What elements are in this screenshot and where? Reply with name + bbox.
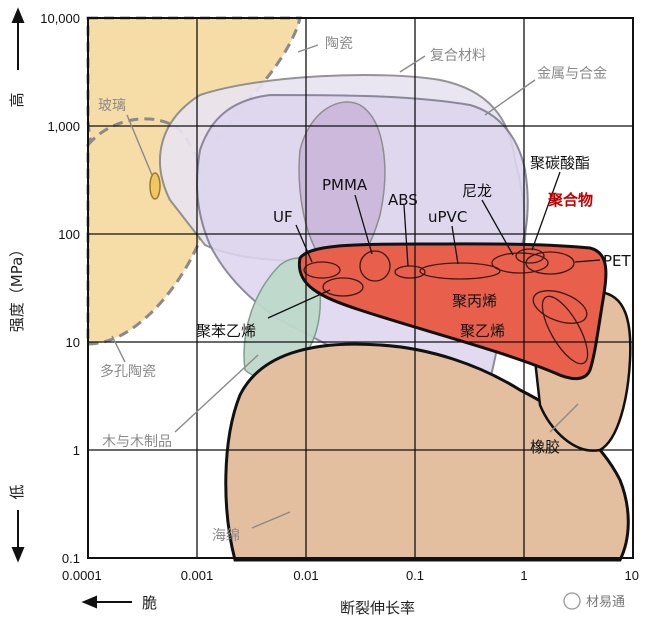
leader-pmma: [354, 194, 373, 255]
label-wood: 木与木制品: [102, 434, 172, 450]
label-pet: PET: [603, 252, 632, 270]
label-rubber: 橡胶: [530, 438, 560, 456]
region-foams: [224, 342, 630, 562]
y-axis-label: 强度（MPa）: [8, 242, 26, 333]
leader-metals: [484, 79, 536, 116]
leader-abs: [403, 204, 409, 267]
label-polyethylene: 聚乙烯: [460, 322, 505, 340]
leader-wood: [174, 354, 259, 433]
y-tick-label: 1,000: [47, 119, 80, 134]
leader-glass: [126, 114, 153, 176]
region-polymers: [297, 242, 608, 381]
y-axis-low-label: 低: [8, 484, 26, 499]
label-nylon: 尼龙: [462, 182, 492, 200]
watermark-text: 材易通: [586, 595, 625, 610]
label-porous-ceramics: 多孔陶瓷: [100, 363, 156, 380]
leader-lines: [111, 44, 579, 529]
pet-ellipse: [525, 251, 575, 275]
x-axis-title-group: 脆 断裂伸长率: [81, 594, 415, 617]
polystyrene-ellipse: [322, 277, 364, 297]
region-glass: [149, 172, 161, 200]
region-labels: 陶瓷 复合材料 金属与合金 玻璃 多孔陶瓷 木与木制品 海绵 橡胶 聚合物: [98, 36, 607, 544]
region-layer: [86, 16, 632, 562]
y-tick-label: 10: [66, 335, 80, 350]
label-ceramics: 陶瓷: [325, 36, 353, 52]
region-pmma-ellipse: [298, 101, 386, 272]
x-tick-label: 0.001: [181, 568, 214, 583]
label-polypropylene: 聚丙烯: [452, 292, 497, 310]
label-polycarbonate: 聚碳酸酯: [530, 154, 590, 172]
x-axis-label: 断裂伸长率: [340, 599, 415, 617]
leader-polystyrene: [267, 289, 331, 319]
y-axis-up-arrow: [11, 7, 25, 70]
leader-ceramics: [297, 44, 319, 53]
material-labels: PMMA ABS UF uPVC 尼龙 聚碳酸酯 PET 聚丙烯 聚乙烯 聚苯乙…: [196, 154, 632, 340]
polycarbonate-ellipse: [515, 248, 545, 264]
abs-ellipse: [394, 265, 426, 279]
watermark-logo-icon: [563, 592, 581, 610]
label-polymers: 聚合物: [547, 191, 593, 209]
y-tick-label: 1: [73, 443, 80, 458]
leader-nylon: [481, 199, 514, 256]
watermark: 材易通: [563, 592, 625, 610]
leader-composites: [399, 55, 426, 73]
x-tick-label: 0.1: [406, 568, 424, 583]
nylon-ellipse: [491, 252, 549, 274]
y-tick-label: 100: [58, 227, 80, 242]
pmma-circle: [359, 250, 391, 282]
upvc-ellipse: [419, 262, 501, 280]
label-upvc: uPVC: [428, 208, 467, 226]
plot-frame: [87, 17, 634, 559]
label-metals: 金属与合金: [537, 66, 607, 82]
leader-pet: [574, 259, 601, 263]
y-axis-high-label: 高: [8, 92, 26, 107]
y-tick-label: 10,000: [40, 11, 80, 26]
label-pmma: PMMA: [322, 176, 368, 194]
label-uf: UF: [273, 208, 293, 226]
x-axis-brittle-label: 脆: [142, 594, 157, 612]
leader-upvc: [451, 225, 459, 265]
polyethylene-ellipse: [541, 295, 589, 365]
label-composites: 复合材料: [430, 47, 486, 64]
polypropylene-ellipse: [532, 290, 588, 324]
leader-polycarbonate: [531, 171, 561, 251]
x-axis-left-arrow: [81, 595, 132, 609]
y-axis-title-group: 高 强度（MPa） 低: [8, 7, 26, 563]
label-sponge: 海绵: [212, 527, 240, 544]
leader-rubber: [549, 403, 579, 433]
y-axis-down-arrow: [11, 510, 25, 563]
leader-uf: [295, 224, 313, 263]
x-tick-label: 1: [520, 568, 527, 583]
leader-porous: [111, 335, 126, 363]
x-tick-label: 0.01: [293, 568, 318, 583]
label-glass: 玻璃: [98, 97, 126, 114]
leader-lines-dark: [267, 171, 601, 319]
x-tick-label: 10: [625, 568, 639, 583]
label-abs: ABS: [388, 191, 418, 209]
polymer-grade-outlines: [303, 248, 589, 365]
label-polystyrene: 聚苯乙烯: [196, 322, 256, 340]
tick-labels: 0.0001 0.001 0.01 0.1 1 10 0.1 1 10 100 1,000 10,00…: [40, 11, 639, 583]
uf-ellipse: [303, 261, 341, 279]
y-tick-label: 0.1: [62, 551, 80, 566]
leader-sponge: [251, 511, 291, 529]
x-tick-label: 0.0001: [62, 568, 102, 583]
